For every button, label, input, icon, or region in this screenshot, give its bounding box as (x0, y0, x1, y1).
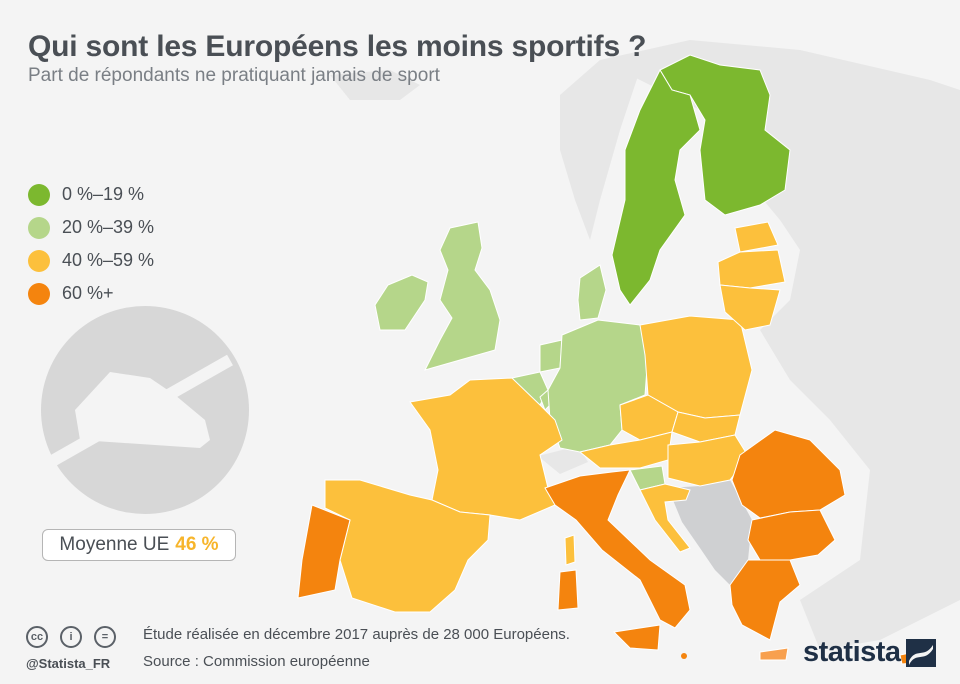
sport-shoe-icon-stripe (37, 354, 233, 474)
page-title: Qui sont les Européens les moins sportif… (28, 30, 647, 63)
legend-label: 0 %–19 % (62, 184, 145, 204)
country-ireland (374, 274, 429, 331)
legend-swatch (28, 249, 50, 272)
source-text: Source : Commission européenne (143, 653, 370, 670)
eu-average-box: Moyenne UE 46 % (42, 529, 236, 561)
country-lithuania (719, 284, 781, 331)
cc-license-icon-text: cc (30, 631, 44, 643)
region-iceland (330, 70, 420, 100)
legend-item: 20 %–39 % (28, 211, 154, 244)
legend-label: 20 %–39 % (62, 217, 155, 237)
country-netherlands (539, 339, 563, 373)
country-corsica (564, 534, 576, 566)
country-estonia (734, 221, 779, 253)
country-romania (731, 429, 846, 519)
country-greece (729, 559, 801, 641)
region-non-eu-north (560, 60, 640, 240)
study-note: Étude réalisée en décembre 2017 auprès d… (143, 626, 570, 643)
eu-average-label: Moyenne UE (59, 534, 170, 555)
legend-swatch (28, 183, 50, 206)
legend-swatch (28, 216, 50, 239)
country-portugal (297, 504, 351, 599)
attribution-icon[interactable]: i (60, 626, 82, 648)
country-croatia (639, 483, 691, 553)
twitter-handle[interactable]: @Statista_FR (26, 656, 111, 671)
country-italy (544, 469, 691, 629)
country-sweden (611, 68, 701, 306)
legend-swatch (28, 282, 50, 305)
country-greece-crete (759, 647, 789, 661)
country-finland (659, 54, 791, 216)
attribution-icon-text: i (69, 631, 73, 643)
region-switzerland (538, 446, 588, 474)
country-bulgaria (747, 509, 836, 561)
country-sardinia (557, 569, 579, 611)
no-derivatives-icon[interactable]: = (94, 626, 116, 648)
legend-item: 0 %–19 % (28, 178, 154, 211)
cc-license-icon[interactable]: cc (26, 626, 48, 648)
country-malta (681, 653, 687, 659)
region-non-eu (600, 40, 960, 650)
legend-label: 60 %+ (62, 283, 114, 303)
legend: 0 %–19 % 20 %–39 % 40 %–59 % 60 %+ (28, 178, 154, 310)
legend-item: 60 %+ (28, 277, 154, 310)
legend-item: 40 %–59 % (28, 244, 154, 277)
country-sicily (612, 624, 661, 651)
country-uk (424, 221, 501, 371)
region-balkans (668, 480, 752, 585)
statista-logo[interactable]: statista (803, 636, 901, 668)
page-subtitle: Part de répondants ne pratiquant jamais … (28, 65, 440, 86)
legend-label: 40 %–59 % (62, 250, 155, 270)
no-derivatives-icon-text: = (101, 631, 109, 643)
statista-flag-icon (906, 639, 936, 667)
eu-average-value: 46 % (175, 534, 219, 555)
country-denmark (577, 264, 607, 321)
country-latvia (717, 249, 786, 289)
